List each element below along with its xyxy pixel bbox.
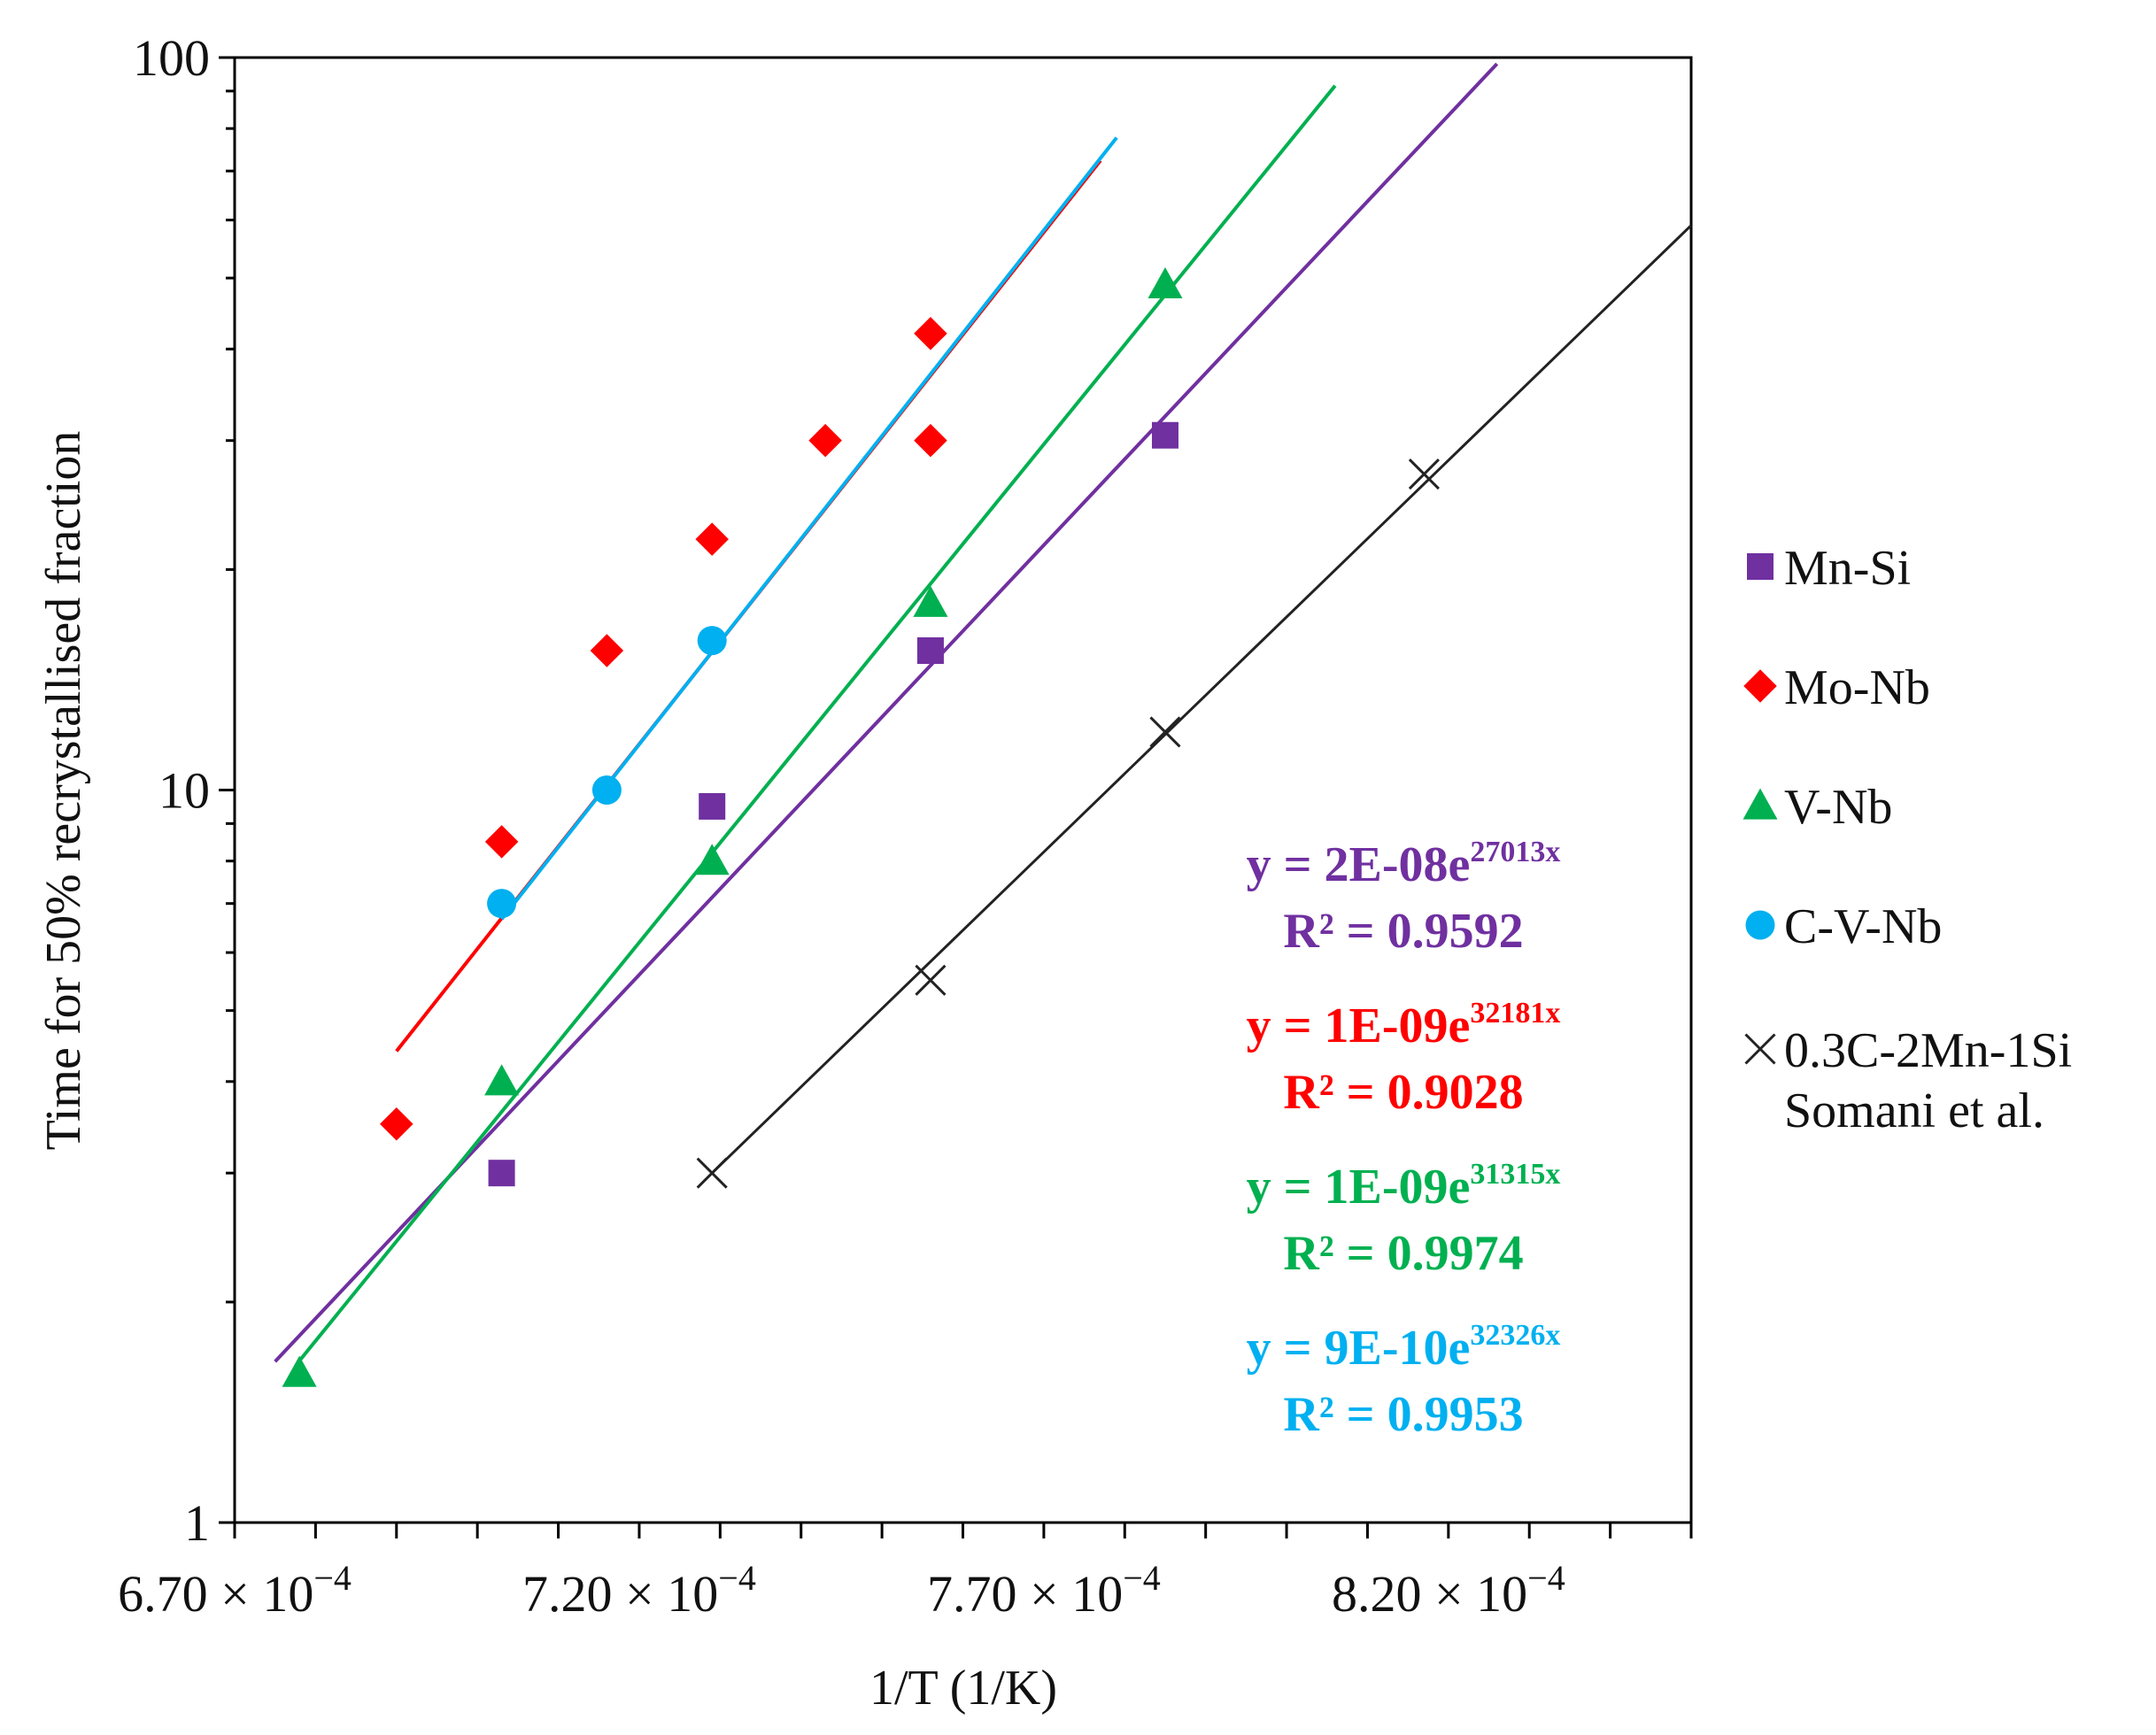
marker-c-v-nb [591,775,622,805]
trendline-mn-si [274,62,1499,1363]
marker-mo-nb [914,317,947,351]
x-marker-stroke [1149,716,1181,748]
marker-mo-nb [808,423,842,458]
legend-label: 0.3C-2Mn-1Si [1784,1023,2072,1078]
marker-0.3c-2mn-1si [696,1157,728,1189]
marker-mn-si [1151,421,1178,449]
trend-equation: y = 1E-09e31315x [1247,1158,1561,1214]
trend-equation: y = 9E-10e32326x [1247,1319,1561,1376]
marker-c-v-nb [487,889,517,919]
plot-area-frame [233,56,1693,1524]
marker-mn-si [488,1160,515,1187]
x-marker-stroke [915,964,947,996]
y-tick-label: 10 [158,762,210,820]
marker-mo-nb [590,634,624,667]
trendline-c-v-nb [500,136,1118,921]
marker-v-nb [1148,266,1183,298]
marker-mo-nb [914,423,947,458]
data-markers [282,266,1440,1387]
marker-0.3c-2mn-1si [1408,458,1440,490]
trend-r-squared: R² = 0.9974 [1283,1226,1523,1281]
x-axis-ticks: 6.70 × 10−4 7.20 × 10−4 7.70 × 10−4 8.20 × … [118,1523,1693,1623]
x-marker-stroke [696,1157,728,1189]
legend-marker-mn-si [1747,553,1773,580]
legend-marker-mo-nb [1743,669,1777,703]
x-tick-label: 8.20 × 10−4 [1332,1558,1565,1623]
marker-mn-si [916,637,944,665]
legend-label: Mo-Nb [1784,660,1930,715]
marker-mo-nb [695,522,729,556]
legend-label-line2: Somani et al. [1784,1083,2044,1138]
trendline-v-nb [298,84,1337,1362]
marker-mo-nb [380,1107,413,1141]
marker-0.3c-2mn-1si [915,964,947,996]
trend-r-squared: R² = 0.9592 [1283,904,1523,959]
marker-v-nb [913,585,948,617]
trendline-0.3c-2mn-1si [711,224,1693,1175]
legend-marker-c-v-nb [1745,910,1775,940]
marker-c-v-nb [697,626,727,656]
marker-mo-nb [484,825,519,859]
y-tick-label: 1 [184,1494,210,1552]
x-tick-label: 6.70 × 10−4 [118,1558,352,1623]
marker-v-nb [282,1355,317,1387]
legend-marker-v-nb [1743,788,1778,820]
legend-label: Mn-Si [1784,541,1911,596]
y-axis-ticks: 1 10 100 [133,29,235,1552]
legend-label: V-Nb [1784,780,1892,835]
x-marker-stroke [1408,458,1440,490]
marker-0.3c-2mn-1si [1149,716,1181,748]
trend-r-squared: R² = 0.9953 [1283,1387,1523,1442]
x-tick-label: 7.70 × 10−4 [927,1558,1161,1623]
trend-equation: y = 1E-09e32181x [1247,997,1561,1053]
x-axis-title: 1/T (1/K) [869,1661,1057,1716]
trend-equations: y = 2E-08e27013x R² = 0.9592 y = 1E-09e321… [1247,836,1561,1442]
legend-label: C-V-Nb [1784,899,1942,954]
legend-marker-0.3c-2mn-1si [1744,1033,1776,1065]
x-tick-label: 7.20 × 10−4 [522,1558,756,1623]
trend-equation: y = 2E-08e27013x [1247,836,1561,892]
marker-mn-si [699,792,726,820]
y-axis-title: Time for 50% recrystallised fraction [36,431,91,1151]
x-marker-stroke [1744,1033,1776,1065]
trend-r-squared: R² = 0.9028 [1283,1065,1523,1120]
marker-v-nb [484,1064,520,1096]
marker-v-nb [694,844,730,875]
y-tick-label: 100 [133,29,210,87]
